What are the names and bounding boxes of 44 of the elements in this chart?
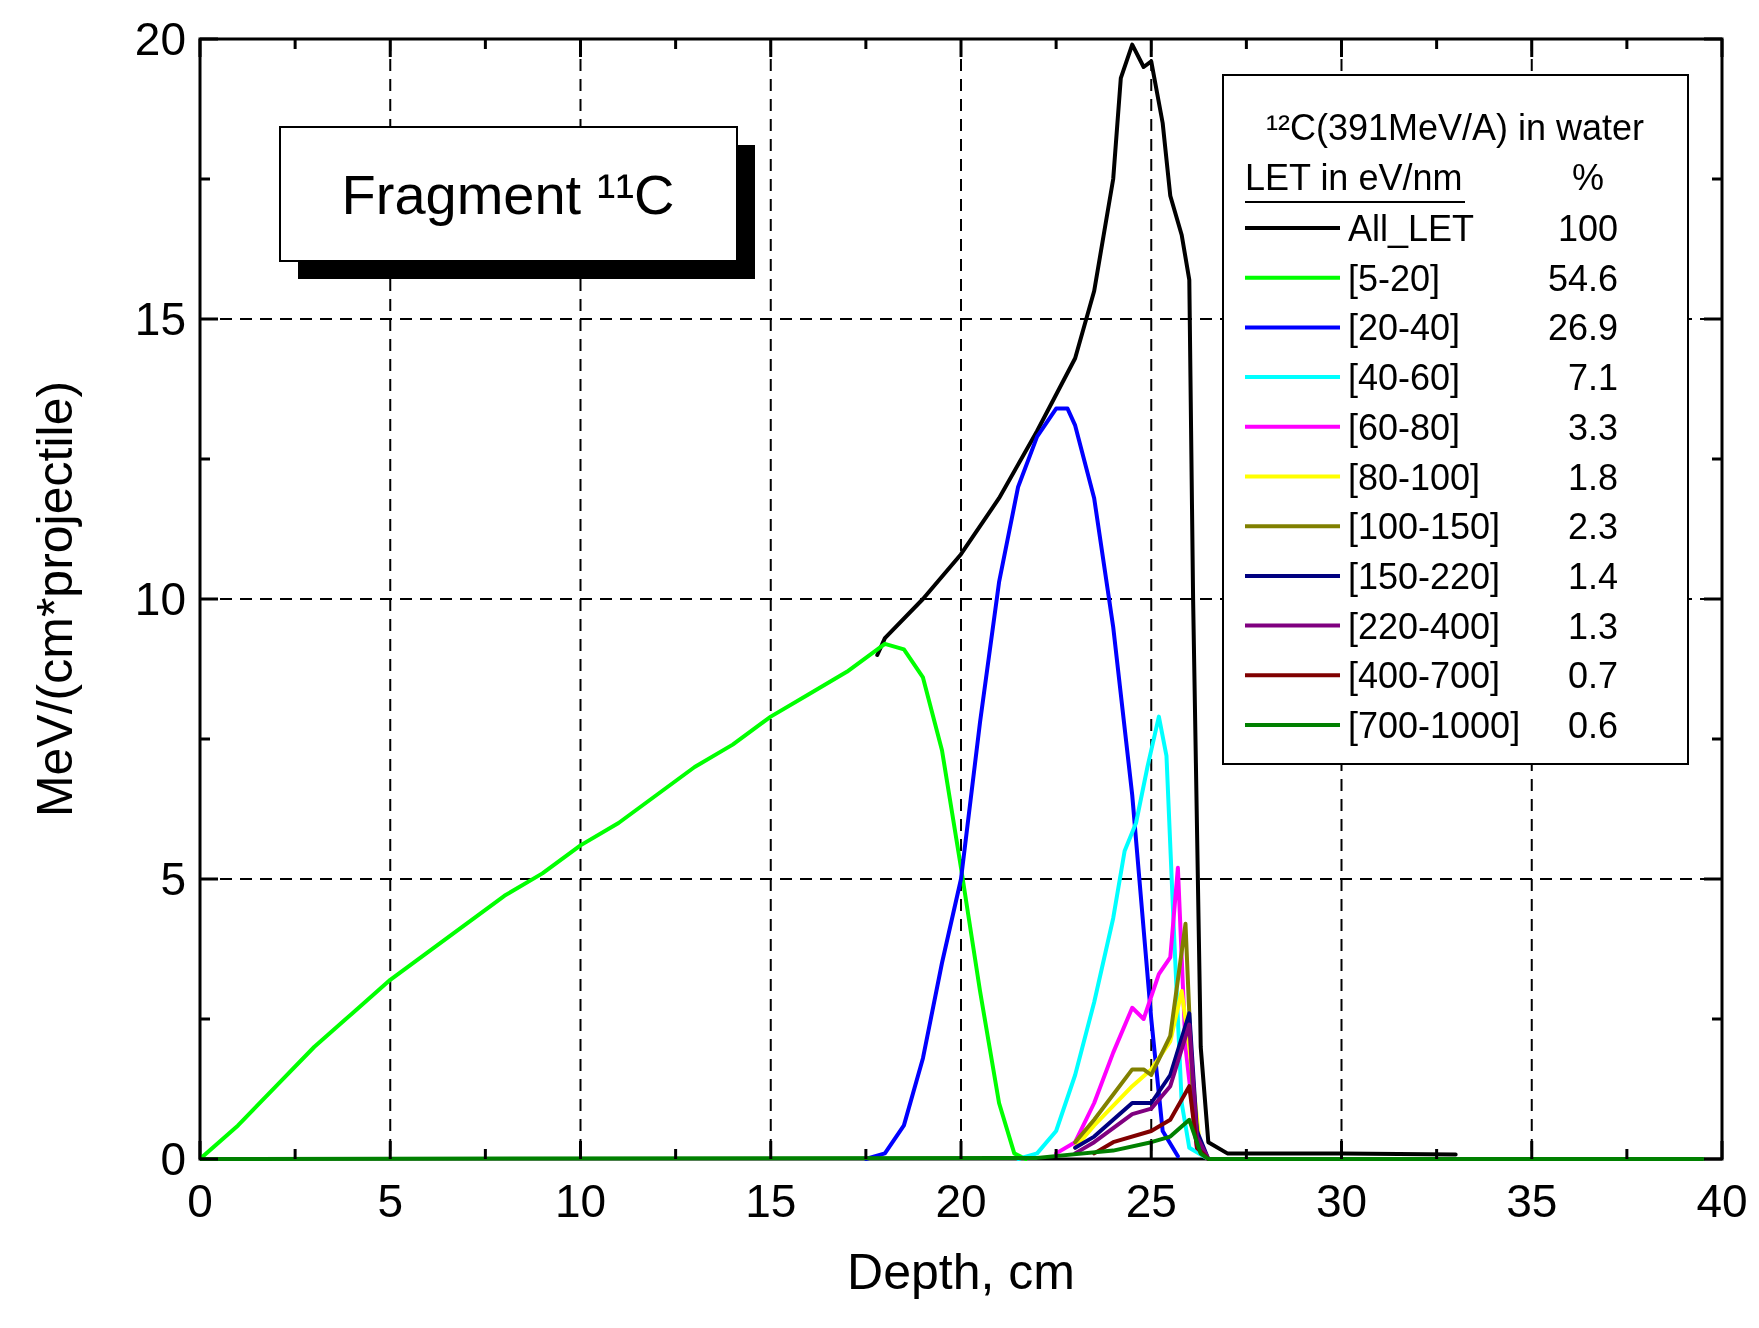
y-axis-title: MeV/(cm*projectile) — [27, 380, 83, 818]
legend-title: ¹²C(391MeV/A) in water — [1265, 107, 1645, 148]
line-series — [200, 1117, 1705, 1161]
annotation: 54.6 — [1547, 257, 1618, 299]
annotation: % — [1571, 157, 1605, 198]
x-tick-label: 15 — [745, 1175, 797, 1227]
annotation: 100 — [1557, 208, 1618, 249]
line-series — [863, 406, 1180, 1161]
annotation: 3.3 — [1567, 406, 1618, 448]
annotation: 26.9 — [1547, 307, 1618, 349]
legend-label: All_LET — [1348, 208, 1475, 249]
legend-label: [60-80] — [1348, 406, 1461, 448]
annotation: 1.3 — [1567, 605, 1618, 647]
legend-label: [20-40] — [1348, 307, 1461, 349]
x-tick-label: 30 — [1315, 1175, 1368, 1227]
annotation: 1.8 — [1567, 456, 1618, 498]
legend-label: [40-60] — [1348, 357, 1461, 399]
annotation: Fragment ¹¹C — [341, 163, 675, 226]
annotation: 0.7 — [1567, 655, 1618, 697]
x-tick-label: 35 — [1506, 1175, 1558, 1227]
legend-label: [100-150] — [1348, 506, 1501, 548]
legend-label: [220-400] — [1348, 605, 1501, 647]
legend-label: [150-220] — [1348, 555, 1501, 597]
y-tick-label: 15 — [134, 293, 186, 345]
x-tick-label: 5 — [377, 1175, 404, 1227]
y-tick-label: 5 — [160, 853, 186, 905]
annotation: 0.6 — [1567, 705, 1618, 746]
line-series — [200, 641, 1028, 1161]
y-tick-label: 10 — [134, 573, 186, 625]
x-tick-label: 10 — [554, 1175, 607, 1227]
annotation: 2.3 — [1567, 506, 1618, 548]
annotation: 1.4 — [1567, 555, 1618, 597]
annotation: LET in eV/nm — [1245, 157, 1463, 198]
annotation: 7.1 — [1567, 357, 1618, 399]
legend-label: [80-100] — [1348, 456, 1481, 498]
legend-label: [400-700] — [1348, 655, 1501, 697]
x-tick-label: 20 — [935, 1175, 987, 1227]
y-tick-label: 0 — [160, 1133, 186, 1185]
y-tick-label: 20 — [134, 13, 186, 65]
legend-label: [700-1000] — [1348, 705, 1521, 746]
x-tick-label: 25 — [1125, 1175, 1177, 1227]
legend-label: [5-20] — [1348, 257, 1441, 299]
x-axis-title: Depth, cm — [847, 1244, 1075, 1300]
x-tick-label: 40 — [1696, 1175, 1748, 1227]
